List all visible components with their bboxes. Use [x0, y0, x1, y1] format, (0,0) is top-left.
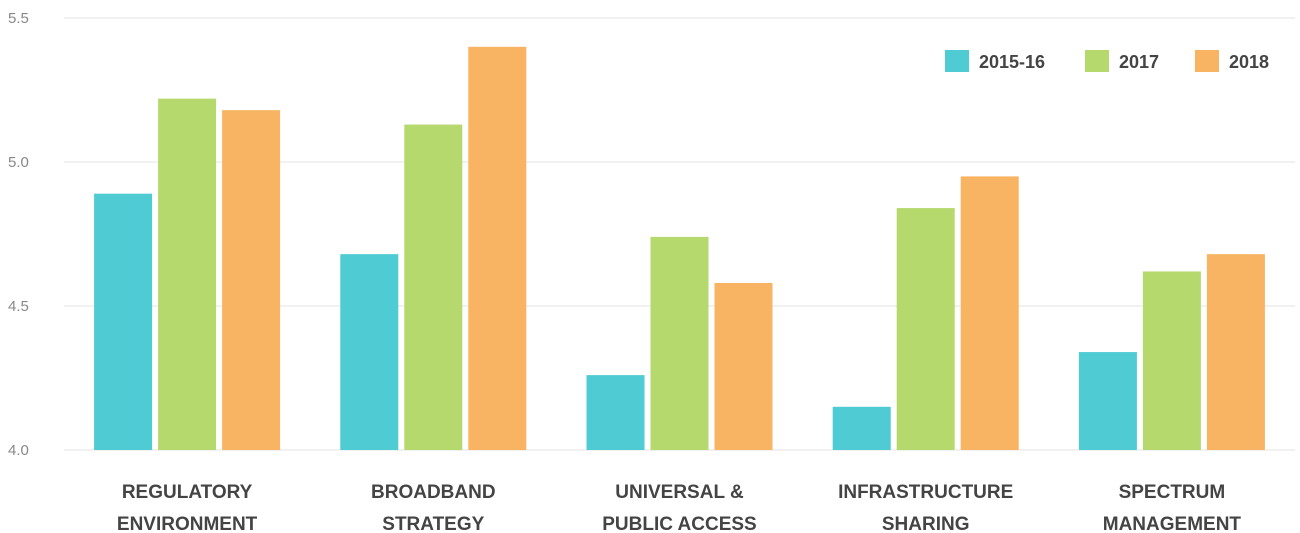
category-label: PUBLIC ACCESS [602, 514, 756, 533]
legend: 2015-16 2017 2018 [945, 50, 1269, 72]
bar-2015-16 [94, 193, 153, 450]
legend-swatch [1085, 50, 1109, 72]
bar-2015-16 [832, 406, 891, 450]
bar-2017 [404, 124, 463, 450]
category-label: BROADBAND [371, 482, 496, 503]
category-label: MANAGEMENT [1103, 514, 1242, 533]
bar-2015-16 [1078, 352, 1137, 450]
category-label: SHARING [882, 514, 970, 533]
bar-2018 [468, 46, 527, 451]
y-tick-label: 5.5 [8, 10, 29, 27]
category-label: SPECTRUM [1119, 482, 1226, 503]
y-axis-ticks: 4.0 4.5 5.0 5.5 [8, 10, 29, 459]
bar-2017 [896, 208, 955, 450]
bar-2018 [1206, 254, 1265, 450]
y-tick-label: 4.5 [8, 298, 29, 315]
y-tick-label: 5.0 [8, 154, 29, 171]
bar-2017 [650, 236, 709, 450]
category-label: UNIVERSAL & [615, 482, 744, 503]
category-label: STRATEGY [382, 514, 484, 533]
bars [94, 46, 1265, 451]
category-label: REGULATORY [122, 482, 253, 503]
bar-2017 [1142, 271, 1201, 450]
bar-2015-16 [586, 375, 645, 450]
x-axis-category-labels: REGULATORY ENVIRONMENT BROADBAND STRATEGY UN… [117, 482, 1242, 533]
legend-label: 2017 [1119, 52, 1159, 72]
bar-2018 [960, 176, 1019, 450]
bar-2018 [714, 282, 773, 450]
legend-label: 2018 [1229, 52, 1269, 72]
bar-2015-16 [340, 254, 399, 450]
category-label: INFRASTRUCTURE [838, 482, 1013, 503]
category-label: ENVIRONMENT [117, 514, 258, 533]
y-tick-label: 4.0 [8, 442, 29, 459]
bar-2018 [222, 110, 281, 450]
legend-swatch [945, 50, 969, 72]
legend-swatch [1195, 50, 1219, 72]
legend-label: 2015-16 [979, 52, 1045, 72]
bar-2017 [158, 98, 217, 450]
